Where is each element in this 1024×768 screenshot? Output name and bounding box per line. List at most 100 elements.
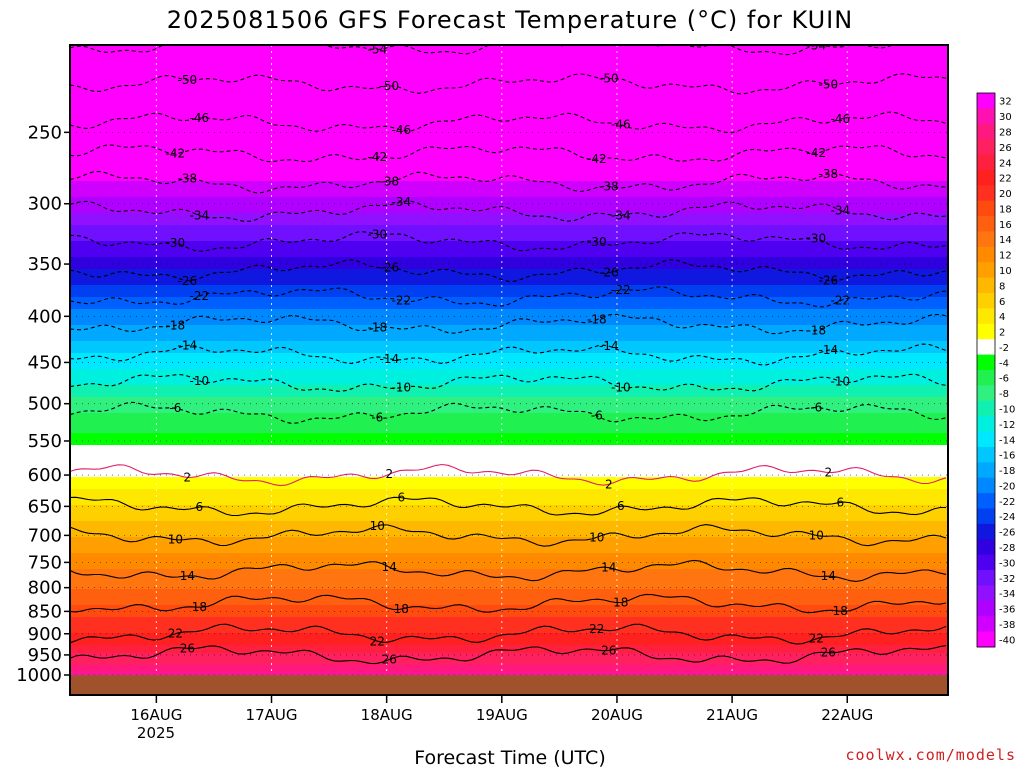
temperature-band: [70, 81, 948, 86]
contour-label: -18: [367, 321, 387, 335]
temperature-band: [70, 457, 948, 462]
temperature-band: [70, 93, 948, 98]
temperature-band: [70, 261, 948, 266]
contour-label: -14: [599, 339, 619, 353]
colorbar: 32 30 28 26 24 22 20 18 16 14 12 10 8 6 4 2 -2 -4 -6 -8 -10 -…: [976, 92, 1015, 648]
colorbar-swatch: [977, 262, 995, 279]
temperature-band: [70, 529, 948, 534]
temperature-band: [70, 301, 948, 306]
y-tick-label: 550: [28, 431, 62, 452]
colorbar-label: 32: [999, 97, 1012, 108]
contour-label: -22: [391, 294, 411, 308]
temperature-band: [70, 209, 948, 214]
temperature-band: [70, 265, 948, 270]
contour-label: -54: [166, 34, 186, 48]
colorbar-label: -36: [999, 605, 1015, 616]
temperature-band: [70, 293, 948, 298]
temperature-band: [70, 317, 948, 322]
temperature-band: [70, 649, 948, 654]
contour-label: 2: [824, 466, 832, 480]
colorbar-label: 22: [999, 174, 1012, 185]
temperature-band: [70, 273, 948, 278]
temperature-band: [70, 69, 948, 74]
contour-label: 14: [601, 561, 616, 575]
temperature-band: [70, 497, 948, 502]
colorbar-swatch: [977, 508, 995, 525]
contour-label: -42: [806, 146, 826, 160]
temperature-band: [70, 117, 948, 122]
temperature-band: [70, 569, 948, 574]
contour-line: [70, 593, 947, 614]
colorbar-label: -40: [999, 635, 1015, 646]
contour-line: [70, 73, 947, 95]
temperature-band: [70, 645, 948, 650]
temperature-band: [70, 321, 948, 326]
temperature-band: [70, 57, 948, 62]
temperature-band: [70, 385, 948, 390]
temperature-band: [70, 313, 948, 318]
temperature-band: [70, 637, 948, 642]
contour-line: [70, 144, 947, 163]
temperature-band: [70, 381, 948, 386]
contour-label: 18: [613, 596, 628, 610]
contour-line: [70, 463, 947, 487]
colorbar-swatch: [977, 416, 995, 432]
plot-area: [70, 45, 948, 678]
temperature-band: [70, 621, 948, 626]
contour-label: -30: [587, 235, 607, 249]
colorbar-label: 14: [999, 235, 1012, 246]
temperature-band: [70, 625, 948, 630]
contour-label: -34: [611, 208, 631, 222]
y-tick-label: 650: [28, 496, 62, 517]
temperature-band: [70, 365, 948, 370]
contour-label: -50: [599, 72, 619, 86]
temperature-band: [70, 249, 948, 254]
colorbar-frame: [976, 92, 996, 648]
contour-label: -6: [810, 401, 822, 415]
colorbar-label: 26: [999, 143, 1012, 154]
colorbar-swatch: [977, 493, 995, 509]
colorbar-swatch: [977, 308, 995, 325]
temperature-band: [70, 305, 948, 310]
colorbar-label: 24: [999, 158, 1012, 169]
temperature-band: [70, 589, 948, 594]
temperature-band: [70, 553, 948, 558]
colorbar-swatch: [977, 600, 995, 617]
colorbar-label: 6: [999, 297, 1005, 308]
colorbar-swatch: [977, 585, 995, 602]
contour-label: -34: [391, 195, 411, 209]
colorbar-swatch: [977, 477, 995, 494]
colorbar-swatch: [977, 523, 995, 540]
x-axis: 16AUG 17AUG 18AUG 19AUG 20AUG 21AUG 22AUG: [130, 695, 873, 724]
contour-label: 18: [192, 600, 207, 614]
contour-label: -34: [830, 203, 850, 217]
colorbar-label: -26: [999, 528, 1015, 539]
temperature-band: [70, 137, 948, 142]
plot-frame: [69, 44, 949, 696]
temperature-band: [70, 205, 948, 210]
colorbar-swatch: [977, 277, 995, 294]
temperature-band: [70, 373, 948, 378]
temperature-band: [70, 509, 948, 514]
colorbar-swatch: [977, 246, 995, 263]
y-tick-label: 700: [28, 525, 62, 546]
colorbar-label: 12: [999, 251, 1012, 262]
contour-label: -6: [371, 410, 383, 424]
temperature-band: [70, 221, 948, 226]
temperature-band: [70, 157, 948, 162]
colorbar-label: -30: [999, 558, 1015, 569]
contour-label: -38: [379, 175, 399, 189]
colorbar-swatch: [977, 231, 995, 248]
colorbar-swatch: [977, 462, 995, 479]
temperature-band: [70, 573, 948, 578]
colorbar-swatch: [977, 400, 995, 417]
colorbar-swatch: [977, 293, 995, 309]
contour-label: -6: [591, 409, 603, 423]
temperature-band: [70, 241, 948, 246]
temperature-band: [70, 525, 948, 530]
contour-label: -54: [367, 43, 387, 57]
colorbar-swatch: [977, 154, 995, 171]
temperature-band: [70, 177, 948, 182]
y-tick-label: 300: [28, 194, 62, 215]
temperature-band: [70, 85, 948, 90]
